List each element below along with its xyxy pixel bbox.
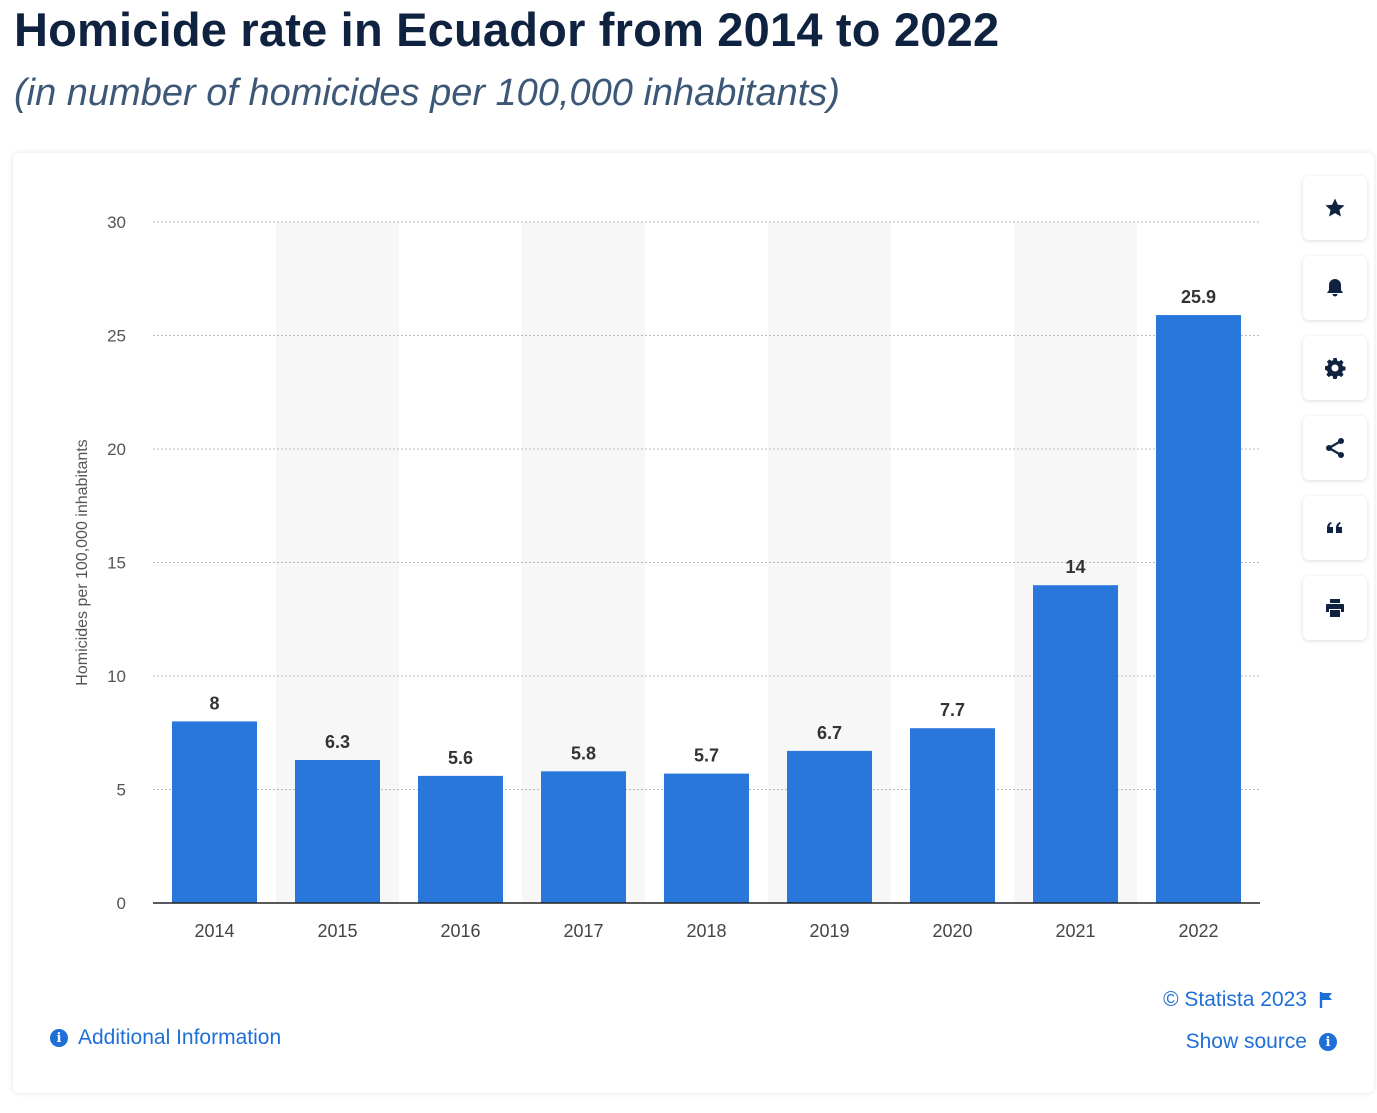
- bar-value-label: 5.6: [448, 748, 473, 768]
- print-button[interactable]: [1303, 576, 1367, 640]
- y-tick-label: 20: [107, 440, 126, 459]
- y-tick-label: 25: [107, 327, 126, 346]
- y-tick-label: 10: [107, 667, 126, 686]
- additional-info-label: Additional Information: [78, 1026, 282, 1049]
- y-tick-label: 15: [107, 554, 126, 573]
- notification-button[interactable]: [1303, 256, 1367, 320]
- info-icon: i: [50, 1029, 68, 1047]
- bell-icon: [1327, 279, 1343, 297]
- y-tick-label: 5: [117, 781, 126, 800]
- bar: [910, 728, 995, 903]
- bar-value-label: 25.9: [1181, 287, 1216, 307]
- cite-button[interactable]: [1303, 496, 1367, 560]
- y-tick-label: 30: [107, 213, 126, 232]
- x-tick-label: 2017: [563, 921, 603, 941]
- bar-value-label: 6.3: [325, 732, 350, 752]
- bar: [172, 721, 257, 903]
- bar: [295, 759, 380, 903]
- chart-card: 0 5 10 15 20 25 30 Homicides per 100,000 inhabi…: [13, 153, 1374, 1093]
- share-button[interactable]: [1303, 416, 1367, 480]
- y-axis-label: Homicides per 100,000 inhabitants: [74, 439, 91, 685]
- favorite-button[interactable]: [1303, 176, 1367, 240]
- info-icon: i: [1319, 1033, 1337, 1051]
- bar: [787, 750, 872, 903]
- x-tick-label: 2021: [1055, 921, 1095, 941]
- bar-value-label: 8: [209, 693, 219, 713]
- bar: [418, 775, 503, 903]
- gear-icon: [1325, 358, 1346, 379]
- bar: [1156, 315, 1241, 903]
- settings-button[interactable]: [1303, 336, 1367, 400]
- bar-value-label: 14: [1065, 557, 1085, 577]
- share-icon: [1326, 438, 1344, 458]
- bar-chart: 0 5 10 15 20 25 30 Homicides per 100,000 inhabi…: [74, 213, 1260, 941]
- bar: [1033, 585, 1118, 903]
- credit-text: © Statista 2023: [1163, 988, 1307, 1011]
- x-tick-label: 2014: [194, 921, 234, 941]
- x-tick-label: 2019: [809, 921, 849, 941]
- bar-value-label: 5.8: [571, 743, 596, 763]
- bar-value-label: 5.7: [694, 746, 719, 766]
- x-tick-label: 2018: [686, 921, 726, 941]
- page-title: Homicide rate in Ecuador from 2014 to 20…: [14, 3, 1000, 56]
- page-subtitle: (in number of homicides per 100,000 inha…: [14, 72, 840, 114]
- bar-value-label: 6.7: [817, 723, 842, 743]
- show-source-link[interactable]: Show source i: [1186, 1030, 1337, 1054]
- x-tick-label: 2022: [1178, 921, 1218, 941]
- bar: [664, 773, 749, 903]
- y-tick-label: 0: [117, 894, 126, 913]
- statista-credit: © Statista 2023: [1163, 988, 1335, 1012]
- bar: [541, 771, 626, 903]
- x-tick-label: 2015: [317, 921, 357, 941]
- show-source-label: Show source: [1185, 1030, 1307, 1053]
- x-tick-label: 2020: [932, 921, 972, 941]
- star-icon: [1325, 198, 1345, 217]
- x-tick-label: 2016: [440, 921, 480, 941]
- flag-icon[interactable]: [1319, 991, 1335, 1009]
- additional-info-link[interactable]: i Additional Information: [50, 1026, 281, 1050]
- print-icon: [1326, 599, 1344, 617]
- quote-icon: [1327, 522, 1342, 533]
- bar-value-label: 7.7: [940, 700, 965, 720]
